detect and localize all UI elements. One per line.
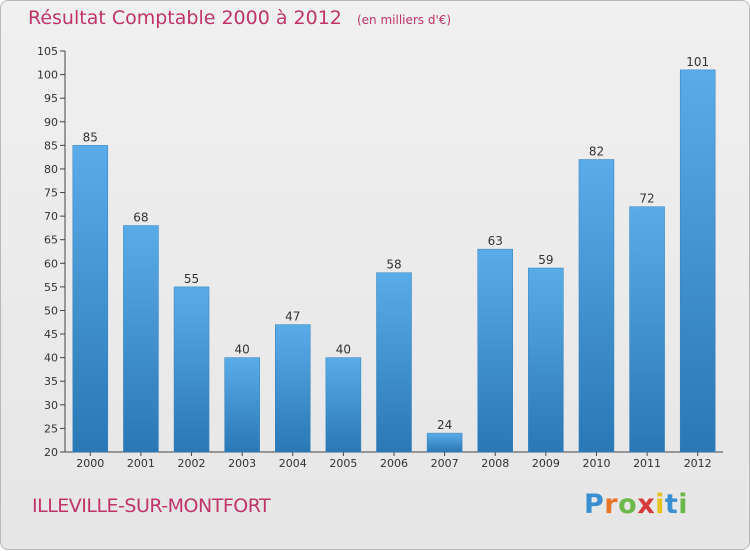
bar-2009 xyxy=(528,267,564,453)
proxiti-logo: Proxiti xyxy=(584,489,688,520)
x-tick-label-2006: 2006 xyxy=(380,457,408,470)
x-tick-label-2012: 2012 xyxy=(684,457,712,470)
x-tick-label-2010: 2010 xyxy=(582,457,610,470)
y-tick-label: 85 xyxy=(44,139,58,152)
x-tick-label-2007: 2007 xyxy=(431,457,459,470)
y-tick-label: 20 xyxy=(44,446,58,459)
y-tick-label: 80 xyxy=(44,163,58,176)
chart-title: Résultat Comptable 2000 à 2012 (en milli… xyxy=(28,7,451,29)
bar-2006 xyxy=(376,272,412,453)
bar-2001 xyxy=(123,225,159,453)
y-tick-label: 30 xyxy=(44,399,58,412)
value-label-2002: 55 xyxy=(184,272,199,286)
bar-2012 xyxy=(679,69,716,453)
value-label-2005: 40 xyxy=(336,343,351,357)
commune-name: ILLEVILLE-SUR-MONTFORT xyxy=(32,495,271,517)
bar-2004 xyxy=(275,324,311,453)
y-tick-label: 90 xyxy=(44,116,58,129)
logo-letter: P xyxy=(584,489,605,520)
value-label-2001: 68 xyxy=(133,211,148,225)
bar-2008 xyxy=(477,248,513,453)
y-tick-label: 50 xyxy=(44,304,58,317)
value-label-2008: 63 xyxy=(488,234,503,248)
y-tick-label: 100 xyxy=(37,69,58,82)
x-tick-label-2001: 2001 xyxy=(127,457,155,470)
x-tick-label-2003: 2003 xyxy=(228,457,256,470)
x-tick-label-2000: 2000 xyxy=(76,457,104,470)
value-label-2009: 59 xyxy=(538,253,553,267)
logo-letter: r xyxy=(604,489,619,520)
y-tick-label: 45 xyxy=(44,328,58,341)
logo-letter: t xyxy=(664,489,679,520)
bar-2010 xyxy=(578,159,615,453)
logo-letter: o xyxy=(618,489,638,520)
y-tick-label: 60 xyxy=(44,257,58,270)
y-tick-label: 40 xyxy=(44,352,58,365)
y-tick-label: 55 xyxy=(44,281,58,294)
x-tick-label-2008: 2008 xyxy=(481,457,509,470)
y-tick-label: 105 xyxy=(37,45,58,58)
value-label-2004: 47 xyxy=(285,310,300,324)
x-tick-label-2011: 2011 xyxy=(633,457,661,470)
x-tick-label-2002: 2002 xyxy=(178,457,206,470)
y-tick-label: 65 xyxy=(44,234,58,247)
chart-title-main: Résultat Comptable 2000 à 2012 xyxy=(28,7,342,29)
bar-2003 xyxy=(224,357,260,453)
y-tick-label: 75 xyxy=(44,187,58,200)
bar-2000 xyxy=(72,145,109,453)
y-tick-label: 25 xyxy=(44,422,58,435)
y-tick-label: 95 xyxy=(44,92,58,105)
chart-title-unit: (en milliers d'€) xyxy=(356,13,452,27)
value-label-2006: 58 xyxy=(386,258,401,272)
value-label-2011: 72 xyxy=(639,192,654,206)
logo-letter: x xyxy=(637,489,656,520)
value-label-2000: 85 xyxy=(83,130,98,144)
bar-2007 xyxy=(426,432,463,453)
x-tick-label-2004: 2004 xyxy=(279,457,307,470)
value-label-2007: 24 xyxy=(437,418,452,432)
bar-2005 xyxy=(325,357,362,453)
logo-letter: i xyxy=(678,489,689,520)
chart-value-labels: 85 68 55 40 47 40 58 24 63 59 82 72 101 xyxy=(83,55,709,432)
y-tick-label: 35 xyxy=(44,375,58,388)
x-tick-label-2005: 2005 xyxy=(329,457,357,470)
chart-bars xyxy=(72,69,716,453)
y-tick-label: 70 xyxy=(44,210,58,223)
value-label-2003: 40 xyxy=(235,343,250,357)
value-label-2010: 82 xyxy=(589,145,604,159)
bar-2011 xyxy=(629,206,665,453)
x-tick-label-2009: 2009 xyxy=(532,457,560,470)
bar-2002 xyxy=(173,286,210,453)
logo-letter: i xyxy=(655,489,665,520)
value-label-2012: 101 xyxy=(686,55,709,69)
